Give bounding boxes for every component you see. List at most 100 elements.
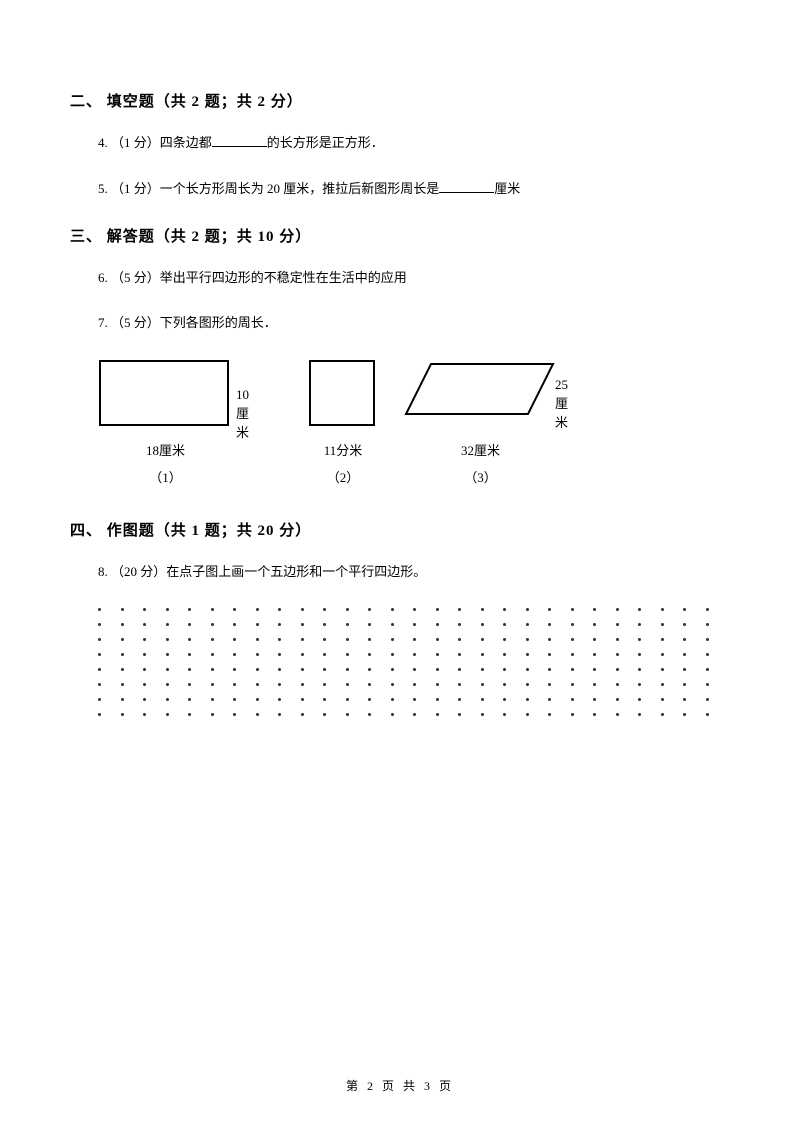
dot [683,653,686,656]
dot [548,668,551,671]
dot [526,668,529,671]
dot [256,683,259,686]
dot [121,713,124,716]
fig3-width-label: 32厘米 [403,440,558,459]
dot [503,698,506,701]
dot [211,638,214,641]
dot [413,683,416,686]
dot [166,653,169,656]
dot [301,698,304,701]
dot [571,623,574,626]
dot [256,623,259,626]
dot [391,623,394,626]
dot [368,623,371,626]
figure-1: 10厘米 18厘米 （1） [98,359,233,486]
dot [683,698,686,701]
dot [166,668,169,671]
dot [121,698,124,701]
dot [143,713,146,716]
dot [98,668,101,671]
dot [143,608,146,611]
dot [706,623,709,626]
dot [278,713,281,716]
dot [166,608,169,611]
dot [593,623,596,626]
dot [323,608,326,611]
dot [323,623,326,626]
dot [548,698,551,701]
dot [661,698,664,701]
fig2-caption: （2） [308,467,378,486]
fig2-width-label: 11分米 [308,440,378,459]
dot [346,683,349,686]
dot [616,623,619,626]
dot [121,668,124,671]
dot [98,638,101,641]
dot [458,713,461,716]
question-5: 5. （1 分）一个长方形周长为 20 厘米，推拉后新图形周长是厘米 [98,179,730,200]
dot [593,653,596,656]
figure-2: 11分米 （2） [308,359,378,486]
dot [481,683,484,686]
dot [548,638,551,641]
dot [616,653,619,656]
dot [481,638,484,641]
dot [368,638,371,641]
dot [503,623,506,626]
dot [481,698,484,701]
dot [481,623,484,626]
q5-blank[interactable] [439,179,494,193]
dot [346,638,349,641]
dot [661,668,664,671]
dot [526,623,529,626]
dot [323,668,326,671]
dot [256,653,259,656]
dot [661,683,664,686]
dot [188,713,191,716]
dot [503,653,506,656]
dot [638,683,641,686]
dot [413,623,416,626]
dot [391,668,394,671]
dot [526,713,529,716]
dot [413,653,416,656]
dot [368,668,371,671]
dot [211,668,214,671]
dot [188,623,191,626]
dot-grid[interactable] [98,608,730,716]
dot [616,608,619,611]
q4-blank[interactable] [212,133,267,147]
dot [458,623,461,626]
dot [593,668,596,671]
dot [391,608,394,611]
dot [98,623,101,626]
dot [346,623,349,626]
dot [548,623,551,626]
dot [481,653,484,656]
dot [616,713,619,716]
dot [571,713,574,716]
dot [278,623,281,626]
dot [706,698,709,701]
dot [233,713,236,716]
dot [143,668,146,671]
dot [346,653,349,656]
dot [638,638,641,641]
dot [121,638,124,641]
dot [233,608,236,611]
dot [233,698,236,701]
dot [211,623,214,626]
dot [391,698,394,701]
parallelogram-shape [403,359,558,419]
dot [121,623,124,626]
dot [571,668,574,671]
question-7: 7. （5 分）下列各图形的周长． [98,313,730,334]
dot [436,653,439,656]
section-2-header: 二、 填空题（共 2 题；共 2 分） [70,90,730,111]
dot [638,668,641,671]
dot [571,608,574,611]
q5-prefix: 5. （1 分）一个长方形周长为 20 厘米，推拉后新图形周长是 [98,181,439,196]
dot-row [98,713,730,716]
dot [323,698,326,701]
dot [391,683,394,686]
